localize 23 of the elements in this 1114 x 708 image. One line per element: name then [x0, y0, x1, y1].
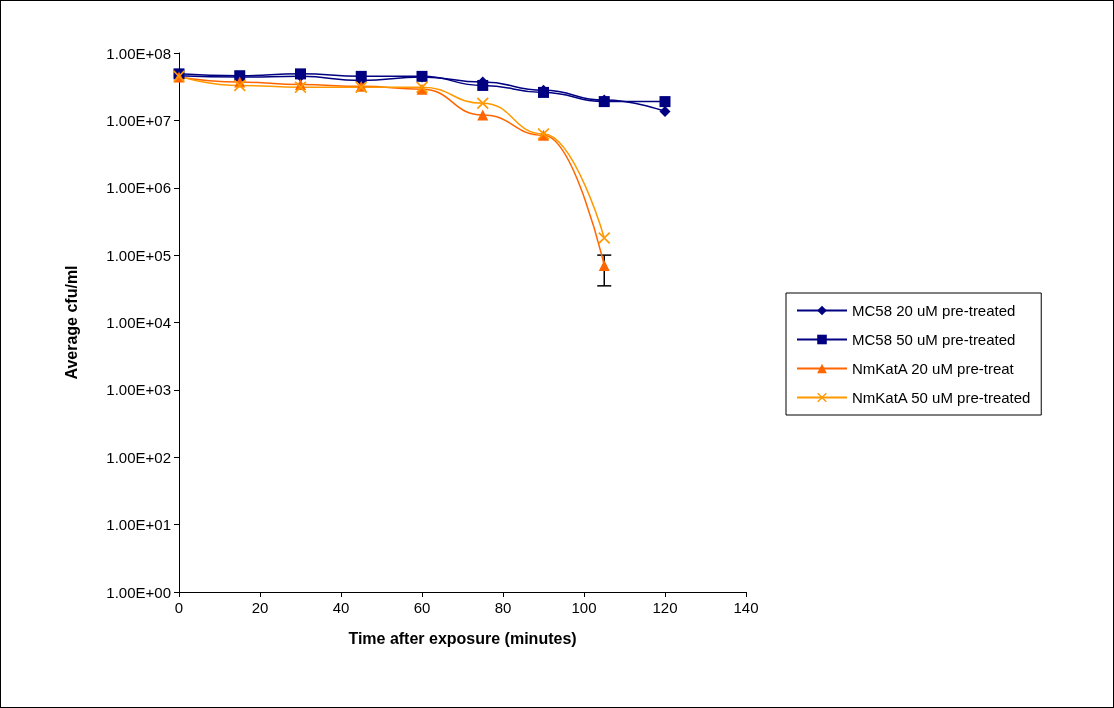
legend-label: MC58 50 uM pre-treated: [852, 331, 1016, 348]
y-tick-label: 1.00E+06: [106, 179, 171, 197]
y-tick-label: 1.00E+05: [106, 246, 171, 264]
x-tick-label: 80: [494, 599, 512, 616]
x-tick-label: 60: [413, 599, 431, 616]
x-axis-title: Time after exposure (minutes): [348, 629, 577, 647]
x-tick-label: 0: [174, 599, 184, 616]
legend-label: MC58 20 uM pre-treated: [852, 302, 1016, 319]
y-axis-title: Average cfu/ml: [62, 265, 80, 380]
y-tick-label: 1.00E+08: [106, 44, 171, 62]
x-tick-label: 20: [251, 599, 269, 616]
y-tick-label: 1.00E+00: [106, 583, 171, 601]
x-tick-label: 100: [571, 599, 597, 616]
y-tick-label: 1.00E+07: [106, 111, 171, 129]
legend-label: NmKatA 50 uM pre-treated: [852, 389, 1031, 406]
x-tick-label: 40: [332, 599, 350, 616]
legend-label: NmKatA 20 uM pre-treat: [852, 360, 1015, 377]
x-tick-label: 120: [652, 599, 678, 616]
y-tick-label: 1.00E+01: [106, 516, 171, 534]
y-tick-label: 1.00E+03: [106, 381, 171, 399]
y-tick-label: 1.00E+02: [106, 448, 171, 466]
x-tick-label: 140: [733, 599, 759, 616]
y-tick-label: 1.00E+04: [106, 314, 171, 331]
